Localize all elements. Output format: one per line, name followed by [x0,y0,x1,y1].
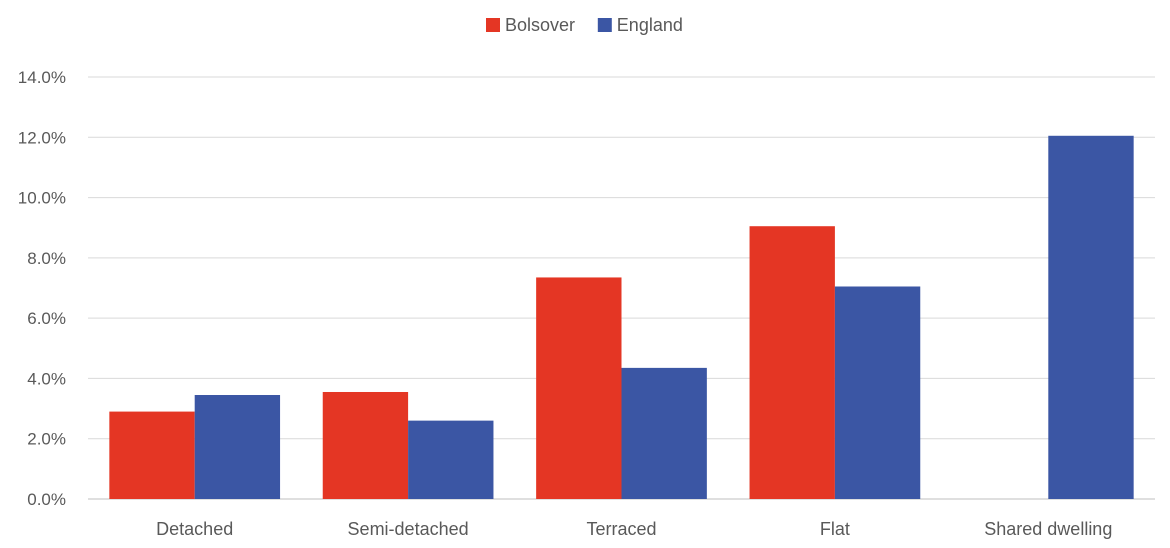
bar-bolsover [536,277,622,499]
legend-label: England [617,15,683,35]
legend: Bolsover England [486,15,683,35]
x-tick-label: Shared dwelling [984,519,1112,539]
y-tick-label: 6.0% [27,309,66,328]
legend-swatch [597,18,612,32]
y-tick-label: 10.0% [18,189,66,208]
y-tick-label: 8.0% [27,249,66,268]
x-tick-label: Flat [820,519,850,539]
legend-swatch [486,18,500,32]
bar-england [834,286,921,499]
y-tick-label: 0.0% [27,490,66,509]
y-tick-label: 4.0% [27,369,66,388]
y-tick-label: 2.0% [27,430,66,449]
bar-bolsover [109,411,195,499]
bar-bolsover [749,226,835,499]
legend-label: Bolsover [505,15,575,35]
bar-england [621,367,707,499]
axes: 0.0% 2.0% 4.0% 6.0% 8.0% 10.0% 12.0% 14.0% Detac… [18,68,1113,539]
x-tick-label: Terraced [586,519,656,539]
bar-bolsover [322,391,409,499]
y-tick-label: 12.0% [18,128,66,147]
x-tick-label: Semi-detached [348,519,469,539]
y-tick-label: 14.0% [18,68,66,87]
bars [109,135,1134,499]
bar-england [408,420,494,499]
x-tick-label: Detached [156,519,233,539]
bar-england [194,395,281,499]
bar-england [1048,135,1134,499]
